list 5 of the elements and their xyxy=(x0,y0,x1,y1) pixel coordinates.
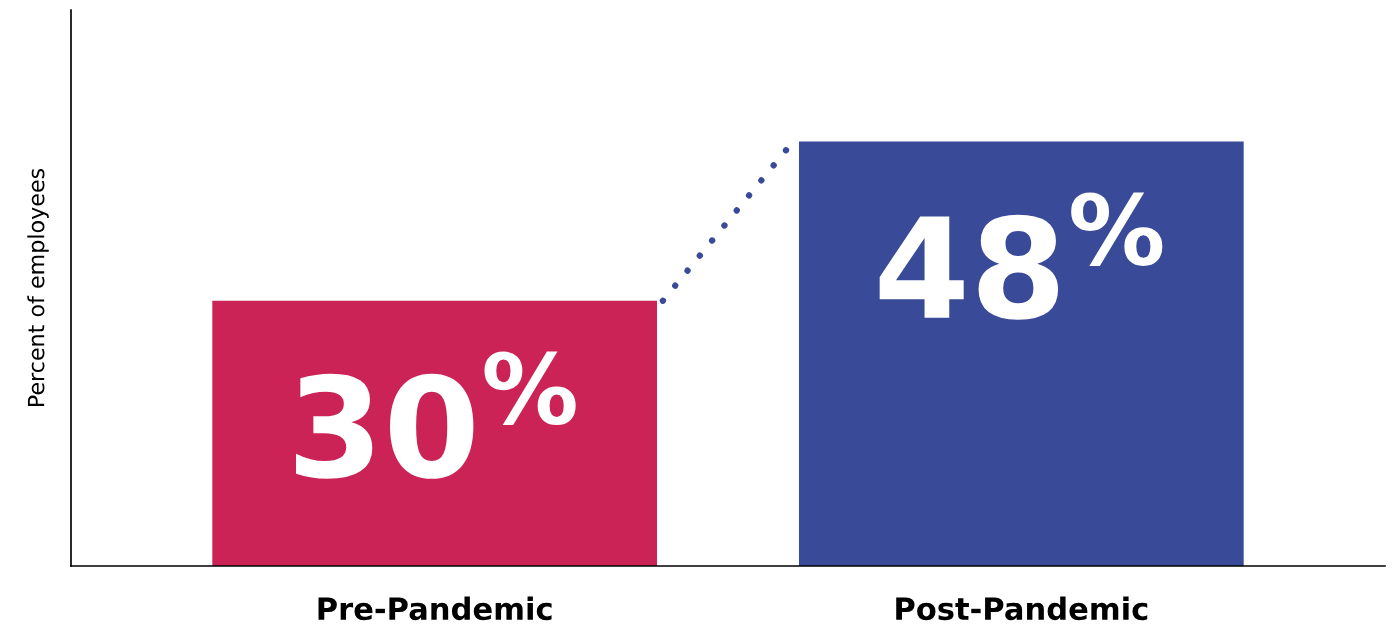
x-tick-label: Pre-Pandemic xyxy=(318,596,552,621)
y-axis-title: Percent of employees xyxy=(27,168,49,407)
x-tick-label: Post-Pandemic xyxy=(896,596,1148,621)
data-label: 30$^{%}$ xyxy=(296,351,576,479)
data-label: 48$^{%}$ xyxy=(879,192,1163,320)
